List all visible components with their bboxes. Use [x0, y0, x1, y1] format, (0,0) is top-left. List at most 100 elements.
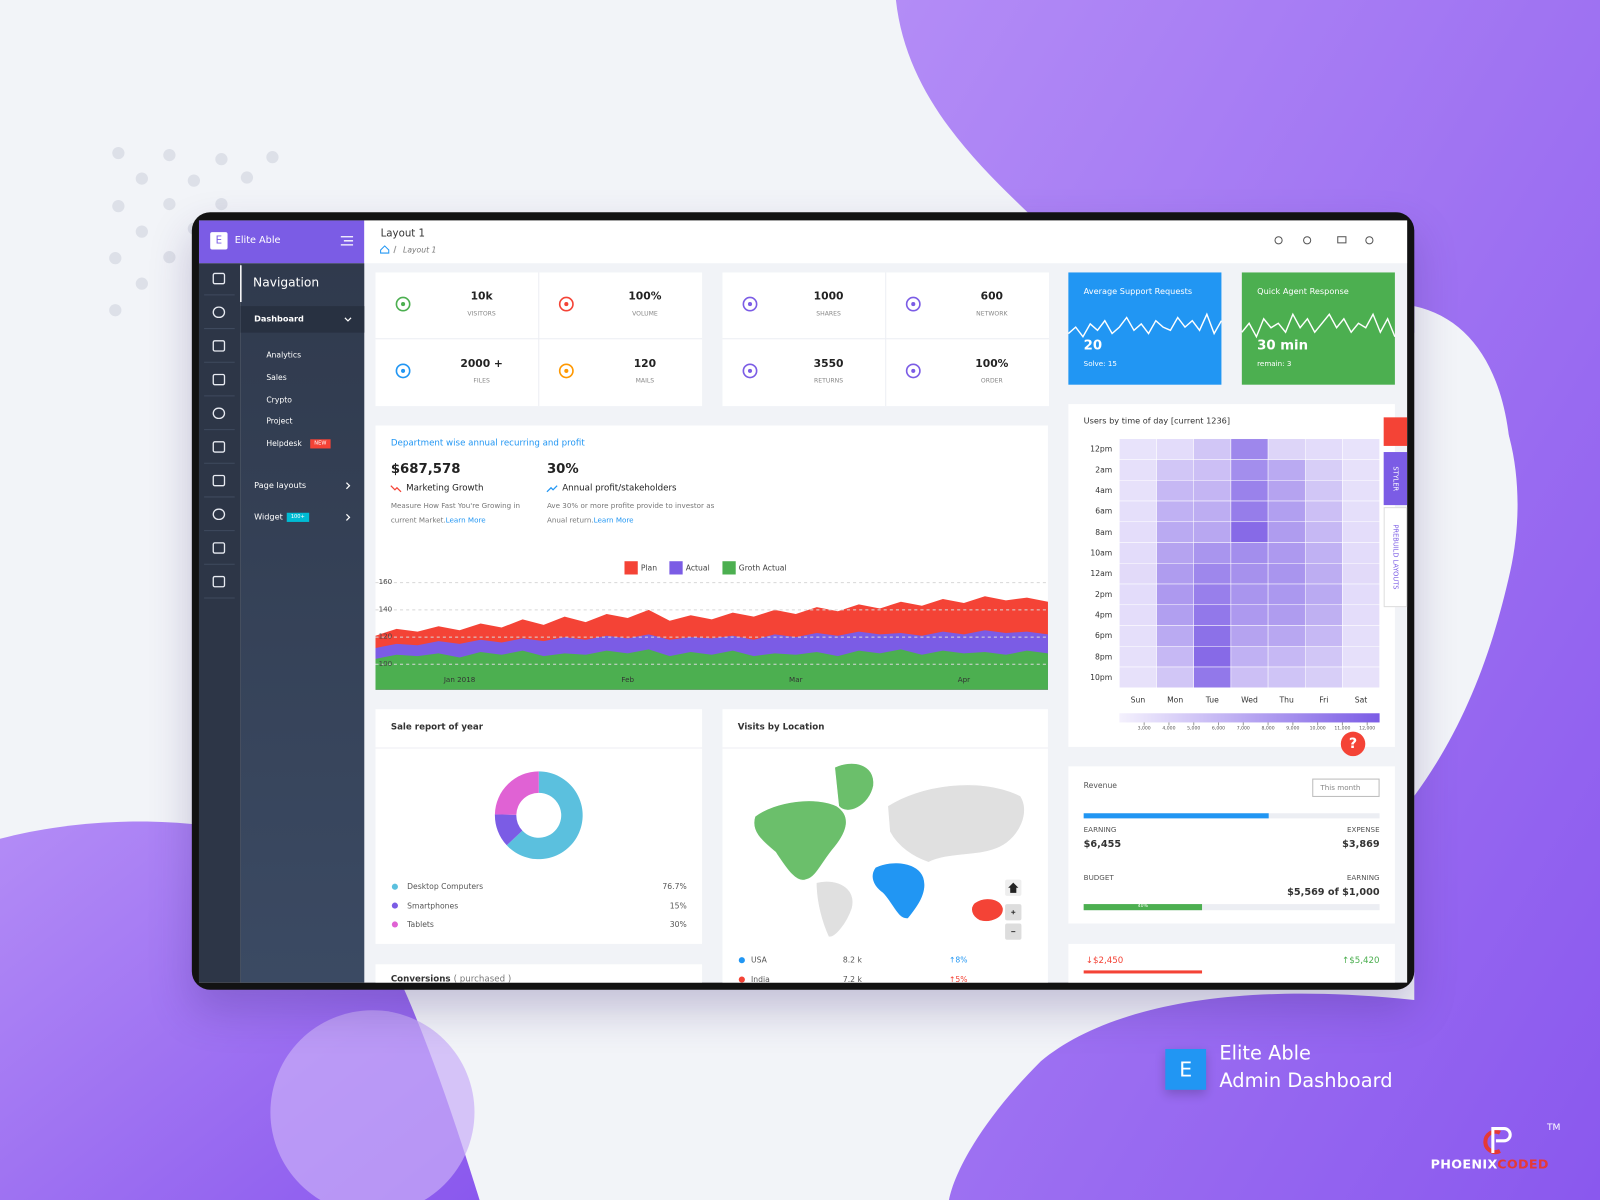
legend-dot: [391, 902, 398, 909]
submenu-item: Helpdesk: [266, 439, 302, 449]
company-part: PHOENIX: [1430, 1156, 1498, 1172]
stat-icon: [558, 296, 574, 312]
x-tick-label: Jan 2018: [443, 676, 476, 685]
column-label: Fri: [1319, 695, 1329, 705]
column-label: Sun: [1130, 695, 1146, 705]
chevron: [344, 317, 352, 322]
breadcrumb: Layout 1: [403, 245, 437, 255]
country: India: [751, 974, 770, 983]
stat-value: 1000: [813, 290, 844, 303]
area: [375, 649, 1048, 690]
scale-tick-label: 5,000: [1187, 726, 1201, 732]
nav-icon: [212, 340, 226, 352]
metric-value: $3,869: [1342, 839, 1380, 851]
legend-swatch: [669, 561, 683, 575]
stat-value: 100%: [975, 357, 1009, 370]
stat-value: 120: [633, 357, 657, 370]
stat-icon: [747, 368, 753, 373]
help-button[interactable]: ?: [1340, 731, 1366, 757]
company-name: PHOENIXCODED: [1431, 1156, 1549, 1171]
map-region: [816, 881, 854, 938]
stat-icon: [911, 302, 916, 307]
scale-tick-label: 9,000: [1286, 726, 1300, 732]
kpi-value: $687,578: [390, 461, 461, 478]
layouts-tab[interactable]: PREBUILD LAYOUTS: [1383, 507, 1408, 608]
stat-label: VOLUME: [632, 310, 658, 318]
map-region: [753, 800, 847, 881]
styler-toggle[interactable]: [1383, 417, 1408, 446]
row-label: 4pm: [1095, 610, 1113, 620]
learn-more-link[interactable]: Learn More: [445, 515, 486, 524]
stat-icon: [401, 302, 406, 307]
stat-label: NETWORK: [976, 310, 1008, 318]
nav-panel: [240, 263, 365, 983]
heat-cell: [1342, 666, 1380, 689]
nav-active: [240, 306, 365, 333]
support-value: 20: [1083, 338, 1103, 354]
row-label: 10am: [1090, 548, 1113, 558]
stat-icon: [395, 363, 411, 379]
metric-value: $6,455: [1083, 839, 1122, 851]
legend-dot: [738, 976, 745, 983]
kpi-label: Marketing Growth: [406, 483, 484, 494]
stat-label: ORDER: [980, 377, 1003, 385]
map-region: [971, 898, 1004, 922]
donut-slice: [494, 814, 523, 846]
nav-icon: [212, 575, 226, 588]
stat-icon: [911, 368, 916, 373]
progress-label: 40%: [1137, 903, 1148, 909]
nav-icon: [212, 272, 226, 285]
row-label: 4am: [1095, 485, 1113, 495]
row-label: 6pm: [1095, 631, 1113, 641]
stat-icon: [747, 302, 753, 307]
breadcrumb-sep: [393, 245, 397, 254]
legend-label: Tablets: [407, 919, 434, 929]
column-label: Mon: [1167, 695, 1184, 705]
legend-label: Desktop Computers: [407, 881, 484, 892]
y-tick-label: 120: [378, 632, 393, 641]
stat-value: 100%: [628, 290, 662, 303]
styler-tab[interactable]: STYLER: [1383, 452, 1408, 506]
row-label: 2am: [1095, 465, 1113, 475]
trademark: TM: [1546, 1122, 1561, 1134]
color-scale: [1119, 713, 1380, 723]
stat-value: 10k: [470, 290, 493, 303]
title: Conversions: [390, 974, 451, 983]
nav-icon: [212, 407, 226, 420]
product-subtitle: Admin Dashboard: [1219, 1069, 1393, 1093]
stat-label: FILES: [473, 377, 490, 385]
scale-tick-label: 6,000: [1211, 726, 1226, 732]
description-text: Measure How Fast You're Growing in curre…: [390, 502, 521, 524]
kpi-value: 30%: [546, 461, 579, 478]
kpi-label: Annual profit/stakeholders: [562, 483, 677, 494]
support-note: remain: 3: [1257, 359, 1292, 368]
y-tick-label: 100: [378, 659, 393, 668]
stat-label: RETURNS: [814, 377, 844, 385]
stat-value: 600: [980, 290, 1004, 303]
conversions-title: Conversions( purchased ): [391, 974, 511, 982]
y-tick-label: 140: [378, 605, 393, 614]
balance-up: ↑$5,420: [1341, 955, 1380, 967]
x-tick-label: Mar: [789, 676, 803, 685]
trend-arrow: [390, 485, 402, 493]
legend-dot: [391, 921, 398, 928]
stat-icon: [905, 296, 921, 312]
product-logo: E: [1165, 1048, 1207, 1090]
column-label: Tue: [1205, 695, 1219, 705]
legend-dot: [738, 957, 745, 964]
period-select[interactable]: This month: [1312, 778, 1380, 797]
legend-value: 76.7%: [662, 881, 687, 892]
stat-icon: [742, 296, 758, 312]
scale-tick-label: 10,000: [1309, 726, 1326, 732]
row-label: 2pm: [1095, 589, 1113, 599]
icon-rail: [198, 263, 241, 983]
support-note: Solve: 15: [1083, 359, 1117, 368]
column-label: Thu: [1279, 695, 1294, 705]
row-label: 12am: [1090, 568, 1113, 578]
menu-item: Page layouts: [254, 480, 307, 490]
nav-icon: [212, 508, 226, 521]
subtitle: ( purchased ): [453, 974, 512, 983]
learn-more-link[interactable]: Learn More: [593, 515, 634, 524]
